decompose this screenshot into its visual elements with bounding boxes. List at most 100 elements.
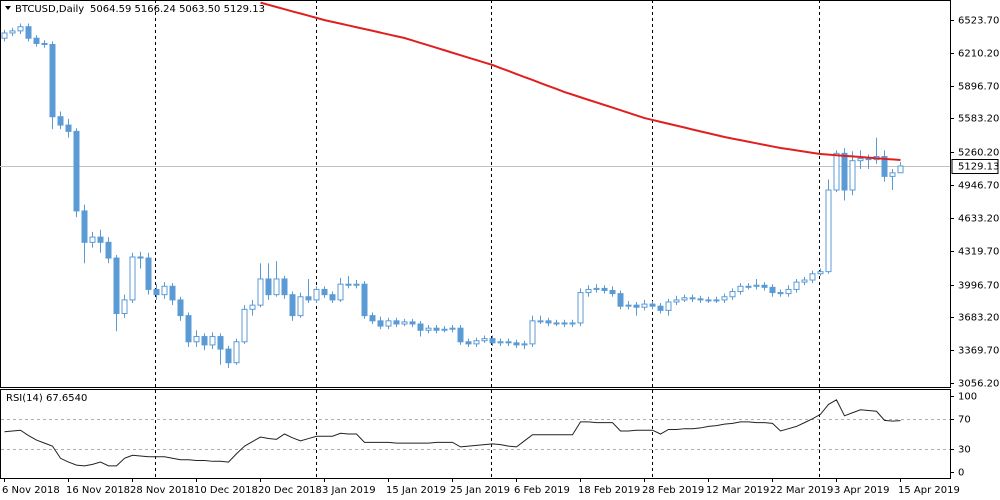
candle-body [417, 323, 424, 331]
candle-body [225, 348, 232, 364]
ma-line [260, 1, 901, 162]
candle-body [233, 341, 240, 364]
candle-body [281, 278, 288, 296]
candle-body [593, 287, 600, 290]
candle-body [625, 304, 632, 307]
y-tick-label: 3056.20 [958, 379, 999, 390]
x-tick-label: 15 Apr 2019 [898, 485, 960, 496]
price-marks [0, 1, 950, 368]
candle-body [409, 321, 416, 325]
candle-body [881, 155, 888, 177]
candle-body [569, 322, 576, 325]
candle-body [425, 327, 432, 331]
candle-body [697, 298, 704, 301]
candle-body [817, 271, 824, 275]
candle-body [769, 286, 776, 294]
candle-body [265, 278, 272, 296]
candle-body [361, 283, 368, 317]
candle-body [161, 285, 168, 296]
candle-body [297, 296, 304, 317]
candle-body [345, 283, 352, 286]
menu-arrow[interactable] [5, 6, 11, 10]
candle-body [761, 284, 768, 288]
candle-body [721, 296, 728, 301]
candle-body [489, 338, 496, 344]
candle-body [833, 152, 840, 191]
candle-body [689, 297, 696, 300]
x-tick-label: 3 Apr 2019 [834, 485, 889, 496]
candle-body [241, 308, 248, 343]
candle-body [193, 336, 200, 343]
candle-body [321, 288, 328, 296]
candle-body [217, 336, 224, 350]
y-tick-label: 3996.70 [958, 281, 999, 292]
candle-body [513, 342, 520, 346]
candle-body [177, 299, 184, 317]
candle-body [601, 287, 608, 291]
x-tick-label: 10 Dec 2018 [194, 485, 258, 496]
candle-body [841, 152, 848, 191]
candle-body [113, 257, 120, 315]
rsi-tick-label: 70 [958, 415, 971, 426]
x-tick-label: 6 Feb 2019 [514, 485, 570, 496]
candle-body [561, 322, 568, 325]
candle-body [713, 299, 720, 302]
candle-body [369, 315, 376, 322]
candle-body [81, 210, 88, 243]
candle-body [353, 283, 360, 286]
candle-body [465, 341, 472, 345]
candle-body [129, 256, 136, 301]
y-tick-label: 4946.70 [958, 181, 999, 192]
candle-body [209, 336, 216, 346]
candle-body [105, 241, 112, 259]
candle-body [337, 283, 344, 301]
candle-body [169, 285, 176, 301]
rsi-title: RSI(14) 67.6540 [6, 393, 87, 404]
candle-body [273, 278, 280, 296]
candle-body [257, 278, 264, 306]
last-price-label: 5129.13 [958, 162, 999, 173]
rsi-tick-label: 30 [958, 445, 971, 456]
candle-body [393, 320, 400, 325]
candle-body [777, 292, 784, 295]
candle-body [753, 284, 760, 287]
candle-body [1, 32, 8, 39]
candle-body [545, 320, 552, 324]
candle-body [889, 172, 896, 177]
candle-body [849, 160, 856, 191]
candle-body [313, 288, 320, 301]
candle-body [745, 285, 752, 288]
candle-body [505, 341, 512, 344]
candle-body [737, 285, 744, 293]
candle-body [529, 320, 536, 345]
y-tick-label: 5896.70 [958, 82, 999, 93]
x-tick-label: 16 Nov 2018 [66, 485, 130, 496]
y-tick-label: 4633.20 [958, 214, 999, 225]
candle-body [433, 327, 440, 331]
candle-body [785, 288, 792, 295]
ohlc: 5064.59 5166.24 5063.50 5129.13 [90, 4, 265, 15]
x-tick-label: 28 Feb 2019 [642, 485, 704, 496]
candle-body [665, 301, 672, 311]
candle-body [185, 315, 192, 343]
y-tick-label: 4319.70 [958, 247, 999, 258]
period-separators [155, 0, 820, 478]
price-panel [0, 0, 951, 388]
x-tick-label: 22 Mar 2019 [770, 485, 833, 496]
y-tick-label: 3369.70 [958, 346, 999, 357]
candle-body [65, 124, 72, 132]
candle-body [145, 257, 152, 290]
candle-body [441, 328, 448, 331]
x-tick-label: 3 Jan 2019 [322, 485, 376, 496]
candle-body [89, 236, 96, 243]
rsi-panel [0, 389, 951, 479]
y-tick-label: 5260.20 [958, 148, 999, 159]
candle-body [41, 42, 48, 45]
candle-body [289, 294, 296, 317]
candle-body [585, 288, 592, 294]
last-price-box [951, 159, 999, 174]
candle-body [305, 296, 312, 301]
candle-body [449, 327, 456, 330]
candle-body [73, 130, 80, 212]
